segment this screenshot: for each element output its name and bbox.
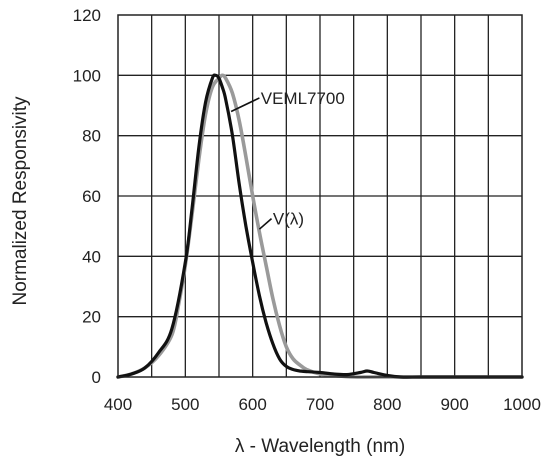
y-tick-label: 0 [92, 368, 101, 387]
grid [118, 15, 522, 377]
y-tick-label: 120 [73, 6, 101, 25]
x-tick-label: 500 [171, 395, 199, 414]
x-tick-label: 800 [373, 395, 401, 414]
y-tick-label: 20 [82, 308, 101, 327]
y-tick-label: 60 [82, 187, 101, 206]
x-axis-title: λ - Wavelength (nm) [235, 436, 405, 457]
x-tick-label: 600 [238, 395, 266, 414]
annotation-veml7700: VEML7700 [261, 89, 345, 108]
x-tick-label: 1000 [503, 395, 541, 414]
x-tick-label: 400 [104, 395, 132, 414]
annotation-leader-veml7700 [230, 97, 260, 113]
y-tick-label: 80 [82, 127, 101, 146]
x-tick-label: 900 [440, 395, 468, 414]
x-tick-labels: 400 500 600 700 800 900 1000 [104, 395, 541, 414]
y-tick-label: 40 [82, 247, 101, 266]
y-axis-title: Normalized Responsivity [10, 96, 31, 306]
series-lines [116, 73, 524, 379]
annotations: VEML7700 V(λ) [230, 89, 345, 230]
x-tick-label: 700 [306, 395, 334, 414]
annotation-leader-v-lambda [258, 218, 273, 230]
plot-frame [117, 14, 523, 378]
y-tick-label: 100 [73, 66, 101, 85]
series-line-veml7700 [116, 73, 524, 379]
annotation-v-lambda: V(λ) [273, 210, 304, 229]
y-tick-labels: 0 20 40 60 80 100 120 [73, 6, 101, 387]
